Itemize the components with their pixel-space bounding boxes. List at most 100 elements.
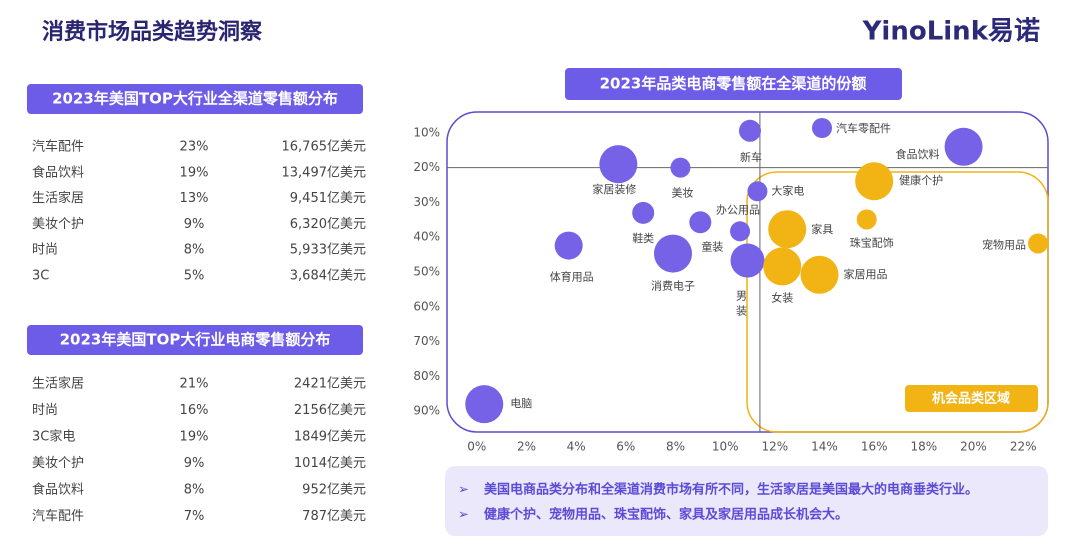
bubble-label: 家具 <box>811 222 833 236</box>
bubble <box>465 385 504 424</box>
bubble-label: 汽车零配件 <box>836 121 891 135</box>
cell: 3C家电 <box>32 429 75 445</box>
cell: 美妆个护 <box>32 217 84 232</box>
cell: 787亿美元 <box>302 509 366 524</box>
x-tick-label: 14% <box>811 440 838 454</box>
bubble-label: 大家电 <box>771 183 804 197</box>
bubble <box>632 201 655 224</box>
bubble <box>763 247 802 286</box>
x-tick-label: 0% <box>467 440 486 454</box>
bubble-label: 宠物用品 <box>982 237 1026 251</box>
cell: 2156亿美元 <box>294 403 366 418</box>
cell: 生活家居 <box>32 190 84 206</box>
bubble <box>653 234 692 273</box>
cell: 5,933亿美元 <box>290 243 366 258</box>
cell: 19% <box>180 430 209 445</box>
cell: 9% <box>184 217 205 232</box>
bubble <box>599 145 638 184</box>
bubble <box>554 231 583 260</box>
bubble-label: 童装 <box>701 239 723 253</box>
cell: 8% <box>184 483 205 498</box>
bubble <box>944 127 983 166</box>
cell: 2421亿美元 <box>294 377 366 392</box>
y-tick-label: 70% <box>413 334 440 348</box>
bubble-label: 电脑 <box>510 397 532 410</box>
page-title: 消费市场品类趋势洞察 <box>42 19 263 45</box>
table-title: 2023年美国TOP大行业全渠道零售额分布 <box>52 90 338 108</box>
table-banner <box>27 84 363 114</box>
bubble <box>812 118 833 138</box>
bullet: ➢ <box>458 508 469 523</box>
bubble <box>747 181 768 202</box>
bubble-label: 美妆 <box>671 187 693 200</box>
notes-box <box>445 466 1048 536</box>
table-title: 2023年美国TOP大行业电商零售额分布 <box>60 331 331 349</box>
cell: 6,320亿美元 <box>290 217 366 232</box>
cell: 19% <box>180 165 209 180</box>
y-tick-label: 40% <box>413 230 440 244</box>
bubble-label: 办公用品 <box>716 203 760 216</box>
bubble-label: 家居用品 <box>844 267 888 281</box>
cell: 13,497亿美元 <box>282 165 367 180</box>
bubble <box>689 211 712 234</box>
y-tick-label: 80% <box>413 369 440 383</box>
x-tick-label: 16% <box>861 440 888 454</box>
bubble <box>856 209 877 230</box>
x-tick-label: 22% <box>1010 440 1037 454</box>
bubble <box>738 119 761 142</box>
bubble <box>1028 233 1049 254</box>
cell: 952亿美元 <box>302 483 366 498</box>
cell: 21% <box>180 377 209 392</box>
bullet: ➢ <box>458 483 469 498</box>
y-tick-label: 90% <box>413 404 440 418</box>
cell: 3,684亿美元 <box>290 269 366 284</box>
chart-title: 2023年品类电商零售额在全渠道的份额 <box>600 75 867 93</box>
opportunity-region <box>746 171 1049 433</box>
cell: 时尚 <box>32 243 58 258</box>
cell: 5% <box>184 269 205 284</box>
y-tick-label: 10% <box>413 125 440 139</box>
cell: 3C <box>32 269 49 284</box>
cell: 汽车配件 <box>32 139 84 155</box>
x-tick-label: 2% <box>517 440 536 454</box>
cell: 9,451亿美元 <box>290 191 366 206</box>
annotation-box <box>905 385 1038 412</box>
cell: 1849亿美元 <box>294 430 366 445</box>
cell: 1014亿美元 <box>294 456 366 471</box>
bubble <box>768 210 807 249</box>
note: 美国电商品类分布和全渠道消费市场有所不同，生活家居是美国最大的电商垂类行业。 <box>484 482 978 498</box>
bubble-label: 男装 <box>736 290 747 318</box>
x-tick-label: 8% <box>666 440 685 454</box>
cell: 9% <box>184 456 205 471</box>
bubble-label: 新车 <box>740 150 762 164</box>
note: 健康个护、宠物用品、珠宝配饰、家具及家居用品成长机会大。 <box>484 507 848 523</box>
bubble-label: 食品饮料 <box>896 147 940 161</box>
y-tick-label: 60% <box>413 299 440 313</box>
brand-logo: YinoLink易诺 <box>862 17 1040 47</box>
cell: 7% <box>184 509 205 524</box>
bubble <box>730 243 765 278</box>
cell: 食品饮料 <box>32 482 84 498</box>
bubble-label: 家居装修 <box>592 182 636 196</box>
bubble <box>855 162 894 201</box>
x-tick-label: 18% <box>910 440 937 454</box>
cell: 16% <box>180 403 209 418</box>
y-tick-label: 30% <box>413 195 440 209</box>
y-tick-label: 20% <box>413 160 440 174</box>
bubble-label: 珠宝配饰 <box>850 235 894 249</box>
x-tick-label: 12% <box>761 440 788 454</box>
x-tick-label: 6% <box>616 440 635 454</box>
cell: 16,765亿美元 <box>282 140 367 155</box>
x-tick-label: 4% <box>567 440 586 454</box>
table-banner <box>27 325 363 355</box>
cell: 8% <box>184 243 205 258</box>
bubble <box>800 255 839 294</box>
bubble-label: 健康个护 <box>899 173 943 187</box>
bubble-label: 消费电子 <box>651 279 695 293</box>
cell: 13% <box>180 191 209 206</box>
cell: 时尚 <box>32 403 58 418</box>
bubble-label: 体育用品 <box>550 270 594 284</box>
annotation: 机会品类区域 <box>932 391 1010 407</box>
cell: 汽车配件 <box>32 508 84 524</box>
cell: 23% <box>180 140 209 155</box>
